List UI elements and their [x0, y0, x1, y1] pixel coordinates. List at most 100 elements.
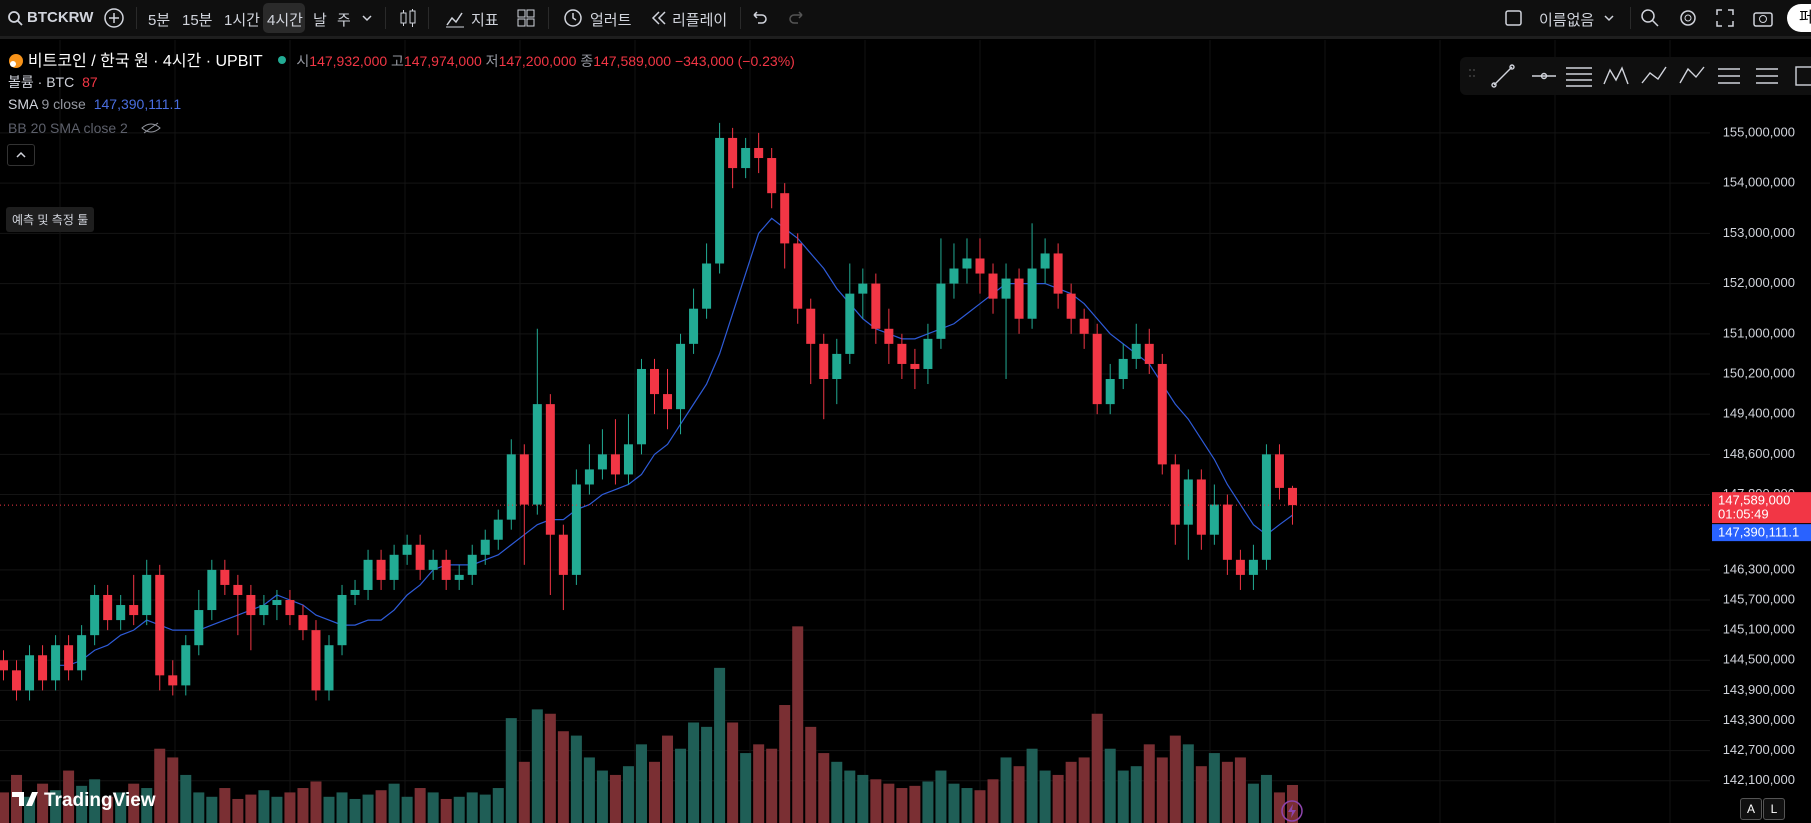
interval[interactable]: 4시간	[267, 12, 303, 29]
volume-bar	[948, 783, 960, 823]
settings[interactable]	[1677, 7, 1699, 29]
candle-body	[793, 243, 803, 309]
candle-body	[298, 615, 308, 631]
y-tick-label: 144,500,000	[1723, 652, 1795, 667]
add-symbol[interactable]	[103, 7, 125, 29]
indicators[interactable]: 지표	[471, 12, 499, 29]
candle-body	[1131, 343, 1141, 359]
candle-body	[103, 594, 113, 621]
interval[interactable]: 주	[337, 12, 351, 29]
volume-bar	[50, 790, 62, 823]
separator	[1630, 7, 1631, 29]
candle-body	[389, 554, 399, 580]
candle-body	[988, 273, 998, 299]
y-tick-label: 153,000,000	[1723, 225, 1795, 240]
bb-label: BB 20 SMA close 2	[8, 120, 128, 136]
interval-menu[interactable]	[360, 7, 374, 29]
hidden-eye[interactable]	[140, 121, 162, 135]
symbol[interactable]: BTCKRW	[27, 9, 94, 26]
layout-name[interactable]: 이름없음	[1539, 12, 1595, 29]
interval[interactable]: 날	[313, 12, 327, 29]
layouts-icon[interactable]	[515, 7, 537, 29]
candle-body	[64, 645, 74, 671]
candle-body	[1222, 504, 1232, 560]
layout-checkbox[interactable]	[1503, 7, 1525, 29]
interval[interactable]: 1시간	[224, 12, 260, 29]
candle-body	[311, 630, 321, 691]
undo[interactable]	[748, 7, 770, 29]
candle-body	[1040, 253, 1050, 269]
volume-bar	[1117, 770, 1129, 823]
volume-bar	[896, 788, 908, 823]
volume-bar	[961, 788, 973, 823]
candle-body	[676, 343, 686, 410]
quick-search[interactable]	[1639, 7, 1661, 29]
volume-bar	[1104, 748, 1116, 823]
volume-layer	[0, 626, 1298, 823]
chart-type[interactable]	[398, 7, 418, 29]
candle-body	[1105, 379, 1115, 405]
ohlc-label: 저	[485, 53, 499, 69]
candle-body	[142, 574, 152, 616]
search-icon[interactable]	[6, 7, 24, 29]
ohlc-value: 147,932,000	[309, 53, 388, 69]
candle-body	[806, 308, 816, 344]
candle-body	[845, 293, 855, 354]
alert[interactable]: 얼러트	[590, 12, 632, 29]
y-tick-label: 152,000,000	[1723, 275, 1795, 290]
candle-body	[285, 600, 295, 616]
collapse-legend[interactable]	[7, 144, 35, 166]
auto-scale[interactable]: A	[1740, 798, 1762, 820]
volume-bar	[466, 792, 478, 823]
volume-bar	[883, 783, 895, 823]
volume-bar	[271, 796, 283, 823]
chart: 155,000,000 154,000,000 153,000,000 152,000…	[0, 40, 1811, 823]
logo[interactable]: TradingView	[12, 790, 156, 812]
lightning-icon[interactable]	[1280, 799, 1304, 823]
candle-body	[1261, 454, 1271, 560]
candle-body	[1170, 464, 1180, 525]
coin-icon	[9, 54, 23, 68]
candle-body	[975, 258, 985, 274]
layout-menu[interactable]	[1602, 7, 1616, 29]
candle-body	[207, 569, 217, 611]
log-scale[interactable]: L	[1763, 798, 1785, 820]
replay[interactable]: 리플레이	[672, 12, 728, 29]
volume-bar	[831, 761, 843, 823]
volume-bar	[596, 770, 608, 823]
interval[interactable]: 5분	[148, 12, 171, 29]
redo[interactable]	[786, 7, 808, 29]
ohlc-label: 종	[580, 53, 594, 69]
interval[interactable]: 15분	[182, 12, 213, 29]
measure-tool-tag[interactable]: 예측 및 측정 툴	[6, 207, 95, 232]
fullscreen[interactable]	[1714, 7, 1736, 29]
volume-bar	[1026, 748, 1038, 823]
volume-bar	[141, 788, 153, 823]
replay-icon[interactable]	[648, 7, 670, 29]
volume-bar	[1234, 757, 1246, 823]
drawing-tools[interactable]	[1460, 57, 1811, 95]
indicators-icon[interactable]	[444, 7, 466, 29]
volume-bar	[349, 798, 361, 823]
volume-bar	[388, 783, 400, 823]
volume-bar	[1091, 713, 1103, 823]
alert-icon[interactable]	[562, 7, 584, 29]
candle-body	[936, 283, 946, 339]
publish-button[interactable]: 퍼	[1787, 4, 1811, 32]
volume-bar	[818, 753, 830, 823]
snapshot[interactable]	[1752, 7, 1774, 29]
volume-bar	[154, 748, 166, 823]
volume-bar	[922, 781, 934, 823]
legend-bb: BB 20 SMA close 2	[8, 120, 162, 136]
price-tag-label: 147,589,000	[1718, 493, 1790, 508]
candle-body	[12, 670, 22, 691]
volume-bar	[622, 766, 634, 823]
drawing-toolbar	[1460, 57, 1811, 95]
candle-body	[702, 263, 712, 309]
candle-body	[1248, 559, 1258, 575]
volume-bar	[701, 726, 713, 823]
legend-main: 비트코인 / 한국 원 · 4시간 · UPBIT 시147,932,000 고…	[8, 47, 795, 71]
ohlc-value: 147,589,000	[593, 53, 672, 69]
volume-bar	[89, 779, 101, 823]
